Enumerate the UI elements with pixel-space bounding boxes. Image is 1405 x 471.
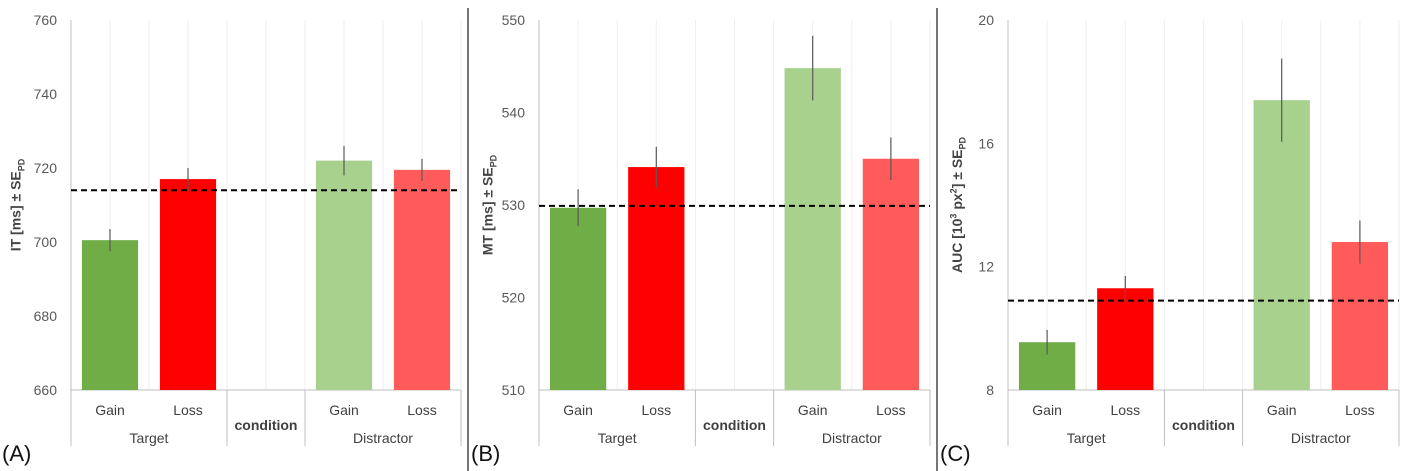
y-tick-label: 700 (34, 234, 58, 250)
y-tick-label: 510 (502, 382, 526, 398)
x-tick-label: Loss (1345, 402, 1375, 418)
group-label: Distractor (1291, 430, 1351, 446)
bar (393, 169, 451, 390)
group-label: Target (598, 430, 637, 446)
panel-label: (C) (940, 441, 971, 466)
y-tick-label: 660 (34, 382, 58, 398)
y-tick-label: 8 (986, 382, 994, 398)
panel-divider (936, 8, 938, 471)
axis-title-condition: condition (1172, 417, 1235, 433)
y-tick-label: 520 (502, 290, 526, 306)
y-axis-title-wrap: AUC [103 px2] ± SEPD (938, 20, 978, 390)
x-tick-label: Gain (329, 402, 359, 418)
panel-label: (B) (471, 441, 501, 466)
x-tick-label: Loss (642, 402, 672, 418)
y-tick-label: 20 (978, 12, 994, 28)
x-tick-label: Gain (1267, 402, 1297, 418)
axis-title-condition: condition (703, 417, 766, 433)
panel-c: AUC [103 px2] ± SEPD 8 12 16 20 Gain Loss Targ… (938, 0, 1405, 471)
bar-chart-c: 8 12 16 20 Gain Loss Target condition Gain Loss Di… (978, 12, 1400, 446)
bar-chart-b: 510 520 530 540 550 Gain Loss Target condition Ga… (502, 12, 931, 446)
panel-divider (467, 8, 469, 471)
y-axis-title-wrap: IT [ms] ± SEPD (0, 20, 34, 390)
y-tick-label: 12 (978, 259, 994, 275)
bar (1097, 288, 1154, 390)
bar (315, 160, 373, 390)
bar (81, 240, 139, 390)
panel-a: IT [ms] ± SEPD 660 680 700 720 740 760 Gain Los… (0, 0, 466, 471)
bar (862, 158, 920, 390)
y-tick-label: 760 (34, 12, 58, 28)
x-tick-label: Gain (563, 402, 593, 418)
x-tick-label: Loss (876, 402, 906, 418)
bar (549, 207, 607, 390)
group-label: Distractor (353, 430, 413, 446)
bar (628, 167, 685, 390)
bar (1253, 100, 1310, 391)
x-tick-label: Loss (407, 402, 437, 418)
y-tick-label: 16 (978, 135, 994, 151)
group-label: Distractor (822, 430, 882, 446)
y-axis-title: IT [ms] ± SEPD (7, 158, 27, 252)
x-tick-label: Gain (1032, 402, 1062, 418)
panel-b: MT [ms] ± SEPD 510 520 530 540 550 Gain Loss Ta… (469, 0, 935, 471)
x-tick-label: Gain (798, 402, 828, 418)
y-tick-label: 530 (502, 197, 526, 213)
x-tick-label: Gain (95, 402, 125, 418)
y-tick-label: 740 (34, 86, 58, 102)
y-axis-title: AUC [103 px2] ± SEPD (948, 136, 968, 274)
y-axis-title: MT [ms] ± SEPD (479, 154, 499, 256)
bar (159, 179, 217, 390)
bar (784, 68, 841, 390)
axis-title-condition: condition (235, 417, 298, 433)
y-axis-title-wrap: MT [ms] ± SEPD (469, 20, 509, 390)
group-label: Target (1067, 430, 1106, 446)
x-tick-label: Loss (173, 402, 203, 418)
panel-label: (A) (2, 441, 32, 466)
y-tick-label: 680 (34, 308, 58, 324)
y-tick-label: 720 (34, 160, 58, 176)
x-tick-label: Loss (1111, 402, 1141, 418)
group-label: Target (130, 430, 169, 446)
bar (1331, 242, 1389, 390)
y-tick-label: 550 (502, 12, 526, 28)
y-tick-label: 540 (502, 105, 526, 121)
